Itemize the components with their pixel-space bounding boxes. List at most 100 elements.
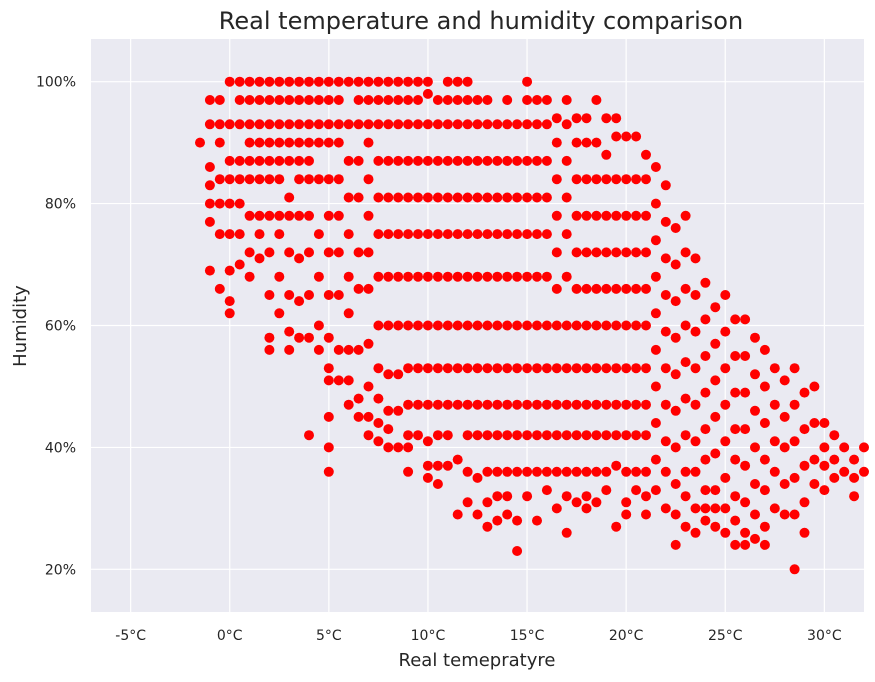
scatter-point <box>710 521 721 532</box>
scatter-point <box>571 283 582 294</box>
scatter-point <box>323 95 334 105</box>
scatter-point <box>452 76 463 87</box>
scatter-point <box>442 399 453 410</box>
scatter-point <box>730 491 741 502</box>
scatter-point <box>670 259 681 270</box>
scatter-point <box>343 308 354 319</box>
scatter-point <box>502 363 513 374</box>
scatter-point <box>740 497 751 508</box>
scatter-point <box>680 283 691 294</box>
scatter-point <box>641 149 651 160</box>
scatter-point <box>581 174 592 185</box>
scatter-point <box>641 283 651 294</box>
scatter-point <box>650 271 661 282</box>
scatter-point <box>442 271 453 282</box>
scatter-point <box>750 479 760 489</box>
scatter-point <box>581 283 592 294</box>
scatter-point <box>323 411 334 422</box>
scatter-point <box>849 472 860 483</box>
scatter-point <box>234 174 245 185</box>
scatter-point <box>333 137 344 148</box>
scatter-point <box>452 399 463 410</box>
scatter-point <box>294 155 305 166</box>
scatter-point <box>670 479 681 489</box>
scatter-point <box>641 174 651 185</box>
scatter-point <box>690 363 701 374</box>
scatter-point <box>234 259 245 270</box>
scatter-point <box>492 399 503 410</box>
scatter-point <box>393 405 404 416</box>
scatter-point <box>264 290 275 300</box>
x-axis-title: Real temepratyre <box>399 650 556 671</box>
scatter-point <box>532 119 542 130</box>
scatter-point <box>710 503 721 514</box>
scatter-point <box>482 119 493 130</box>
scatter-point <box>700 515 711 526</box>
scatter-point <box>422 88 433 99</box>
scatter-point <box>561 399 572 410</box>
scatter-point <box>383 405 394 416</box>
scatter-point <box>502 430 513 441</box>
scatter-point <box>313 174 324 185</box>
scatter-point <box>512 546 523 556</box>
scatter-point <box>413 430 423 441</box>
scatter-point <box>492 515 503 526</box>
scatter-point <box>581 137 592 148</box>
scatter-point <box>353 119 364 130</box>
scatter-point <box>472 119 483 130</box>
scatter-point <box>432 229 443 240</box>
scatter-point <box>413 229 423 240</box>
scatter-point <box>512 119 523 130</box>
scatter-point <box>611 320 622 331</box>
scatter-point <box>432 119 443 130</box>
scatter-point <box>532 192 542 203</box>
scatter-point <box>393 192 404 203</box>
scatter-point <box>660 180 671 191</box>
scatter-point <box>601 485 612 496</box>
scatter-point <box>294 76 305 87</box>
scatter-point <box>234 155 245 166</box>
scatter-point <box>482 192 493 203</box>
scatter-point <box>214 137 225 148</box>
scatter-point <box>284 210 295 221</box>
x-tick-label: 0°C <box>217 628 243 644</box>
scatter-point <box>403 430 414 441</box>
scatter-point <box>462 497 473 508</box>
scatter-point <box>244 76 255 87</box>
scatter-point <box>294 296 305 307</box>
scatter-point <box>541 155 552 166</box>
scatter-point <box>393 229 404 240</box>
scatter-point <box>502 271 513 282</box>
scatter-point <box>621 466 632 477</box>
scatter-point <box>393 95 404 105</box>
scatter-point <box>422 436 433 447</box>
data-points <box>195 76 869 575</box>
scatter-point <box>601 466 612 477</box>
scatter-point <box>492 229 503 240</box>
scatter-point <box>363 411 374 422</box>
scatter-point <box>502 509 513 520</box>
scatter-point <box>244 155 255 166</box>
scatter-point <box>740 460 751 471</box>
scatter-point <box>393 76 404 87</box>
scatter-point <box>264 95 275 105</box>
scatter-point <box>789 399 800 410</box>
scatter-point <box>621 131 632 142</box>
scatter-point <box>650 235 661 246</box>
scatter-point <box>502 192 513 203</box>
scatter-point <box>571 210 582 221</box>
scatter-point <box>670 509 681 520</box>
scatter-point <box>482 155 493 166</box>
scatter-point <box>591 247 602 258</box>
scatter-point <box>561 466 572 477</box>
scatter-point <box>581 363 592 374</box>
scatter-point <box>551 503 562 514</box>
scatter-point <box>254 155 265 166</box>
scatter-point <box>224 155 235 166</box>
scatter-point <box>641 491 651 502</box>
scatter-point <box>234 95 245 105</box>
scatter-point <box>204 162 215 172</box>
scatter-point <box>561 320 572 331</box>
x-tick-label: 30°C <box>807 628 842 644</box>
scatter-point <box>413 399 423 410</box>
